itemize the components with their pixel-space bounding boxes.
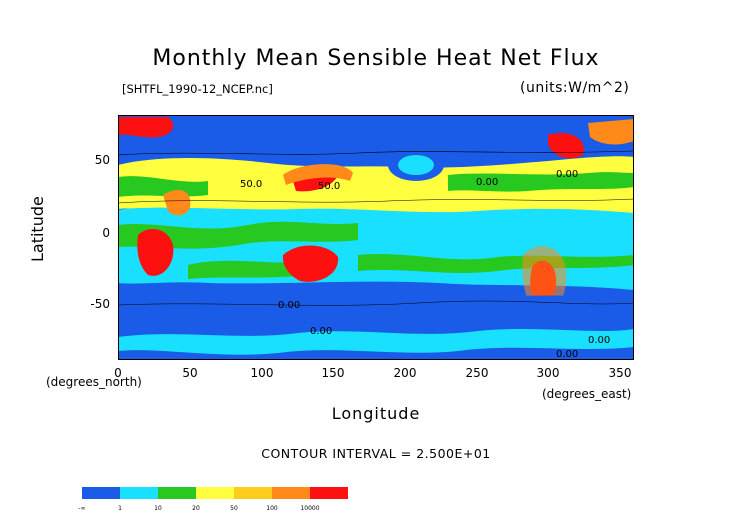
warm-region: [283, 164, 353, 185]
colorbar-label: 50: [230, 505, 238, 512]
flux-map: 50.0 50.0 0.00 0.00 0.00 0.00 0.00 0.00: [118, 115, 634, 360]
contour-label: 0.00: [476, 177, 498, 188]
colorbar-swatch: [234, 487, 272, 499]
contour-label: 0.00: [588, 335, 610, 346]
page-title: Monthly Mean Sensible Heat Net Flux: [152, 46, 600, 71]
contour-line: [118, 300, 634, 306]
colorbar-swatch: [120, 487, 158, 499]
plot-frame: [118, 115, 634, 360]
colorbar-swatch: [196, 487, 234, 499]
x-tick-label: 350: [608, 366, 632, 380]
antarctic-band: [118, 329, 634, 355]
x-tick-label: 250: [465, 366, 489, 380]
contour-label: 50.0: [240, 179, 262, 190]
contour-label: 50.0: [318, 181, 340, 192]
x-tick-label: 100: [250, 366, 274, 380]
hot-region: [118, 117, 174, 138]
colorbar-label: -∞: [78, 505, 86, 512]
north-pacific-core: [398, 155, 434, 175]
y-tick-label: -50: [90, 297, 110, 311]
contour-label: 0.00: [556, 349, 578, 360]
colorbar-swatch: [82, 487, 120, 499]
colorbar-label: 10000: [300, 505, 320, 512]
colorbar-label: 20: [192, 505, 200, 512]
green-band: [118, 176, 208, 197]
x-tick-label: 300: [536, 366, 560, 380]
contour-line: [118, 150, 634, 156]
x-axis-units-note: (degrees_east): [542, 387, 632, 401]
green-band: [118, 221, 358, 249]
warm-region: [588, 119, 634, 145]
contour-label: 0.00: [310, 326, 332, 337]
x-tick-label: 50: [182, 366, 198, 380]
colorbar-swatch: [310, 487, 348, 499]
y-tick-label: 50: [94, 153, 110, 167]
yellow-band: [118, 156, 634, 213]
units-label: (units:W/m^2): [520, 80, 630, 96]
colorbar-swatch: [272, 487, 310, 499]
file-label: [SHTFL_1990-12_NCEP.nc]: [122, 82, 273, 96]
green-band: [448, 172, 634, 192]
arctic-band: [118, 115, 634, 151]
y-tick-label: 0: [102, 226, 110, 240]
warm-region: [163, 189, 191, 216]
y-axis-units-note: (degrees_north): [46, 375, 142, 389]
hot-region: [137, 229, 174, 276]
hot-region: [282, 245, 339, 282]
x-tick-label: 0: [114, 366, 122, 380]
colorbar-label: 1: [118, 505, 122, 512]
green-band: [358, 253, 634, 273]
x-axis-label: Longitude: [331, 404, 421, 423]
colorbar-label: 10: [154, 505, 162, 512]
contour-line: [118, 198, 634, 204]
contour-label: 0.00: [278, 300, 300, 311]
colorbar-label: 100: [266, 505, 278, 512]
x-tick-label: 150: [321, 366, 345, 380]
contour-interval-label: CONTOUR INTERVAL = 2.500E+01: [261, 446, 491, 461]
x-tick-label: 200: [393, 366, 417, 380]
colorbar-swatch: [158, 487, 196, 499]
y-axis-label: Latitude: [28, 196, 47, 262]
contour-label: 0.00: [556, 169, 578, 180]
